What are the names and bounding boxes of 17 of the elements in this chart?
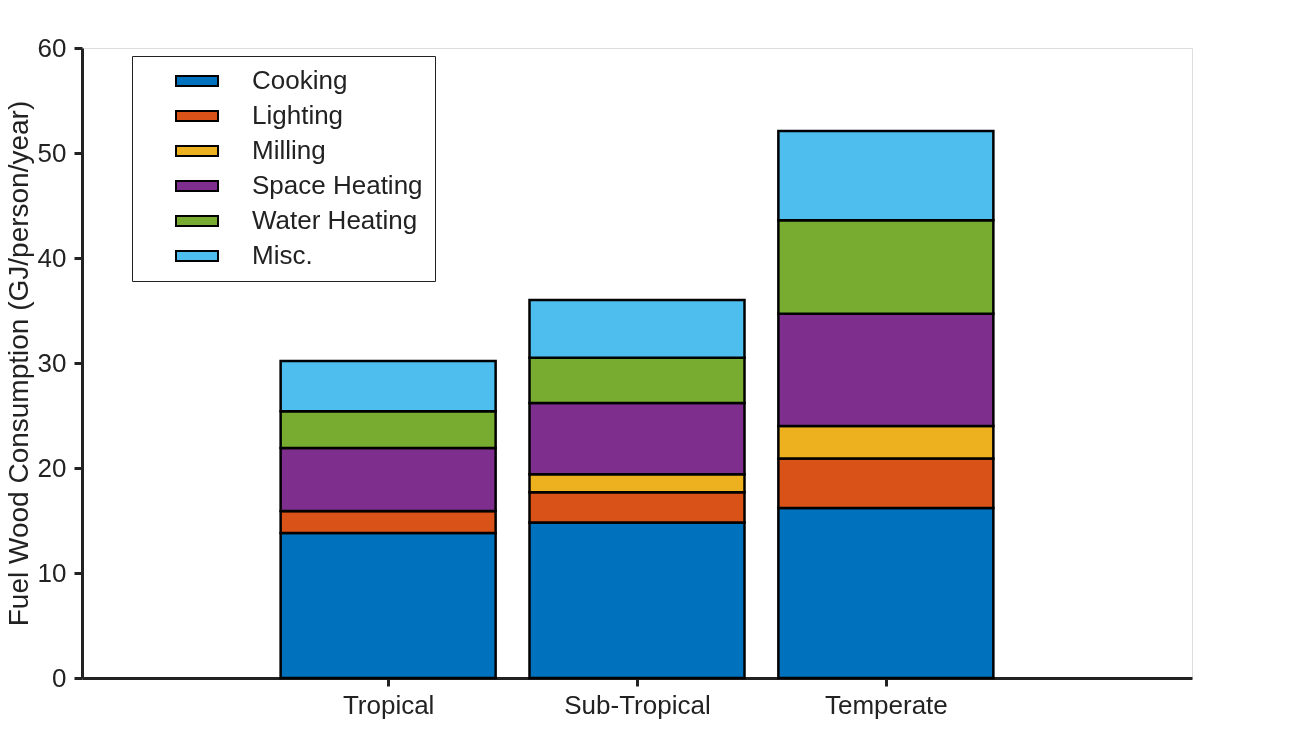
legend-label: Milling [252, 135, 326, 165]
y-tick-label: 50 [37, 137, 67, 168]
y-tick-label: 40 [37, 242, 67, 273]
legend-label: Water Heating [252, 205, 418, 235]
x-tick-label: Tropical [342, 689, 435, 720]
y-tick-label: 30 [37, 347, 67, 378]
y-tick-label: 10 [37, 557, 67, 588]
y-axis-title: Fuel Wood Consumption (GJ/person/year) [2, 100, 34, 627]
legend-label: Cooking [252, 65, 348, 95]
legend-label: Misc. [252, 240, 313, 270]
x-tick-label: Sub-Tropical [564, 689, 711, 720]
y-tick-label: 20 [37, 452, 67, 483]
legend-label: Lighting [252, 100, 344, 130]
y-tick-label: 0 [52, 662, 67, 693]
legend-label: Space Heating [252, 170, 423, 200]
y-tick-label: 60 [37, 32, 67, 63]
x-tick-label: Temperate [824, 689, 948, 720]
